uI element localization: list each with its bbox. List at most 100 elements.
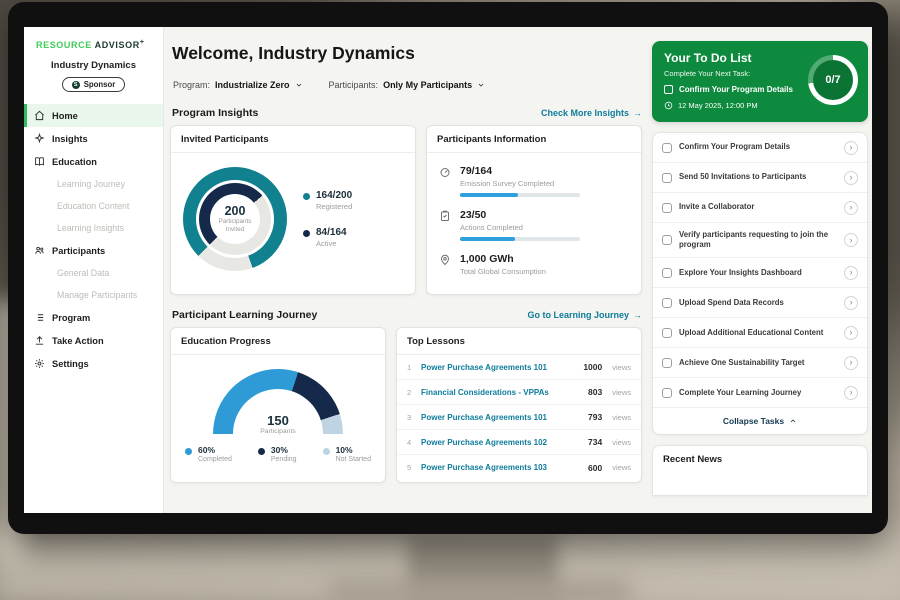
task-row[interactable]: Send 50 Invitations to Participants › (653, 163, 867, 193)
book-icon (34, 156, 45, 167)
lesson-row: 5 Power Purchase Agreements 103 600 view… (407, 462, 631, 473)
task-expand-button[interactable]: › (844, 325, 858, 340)
lesson-link[interactable]: Power Purchase Agreements 101 (421, 412, 547, 422)
filter-bar: Program: Industrialize Zero Participants… (173, 80, 485, 90)
lesson-link[interactable]: Power Purchase Agreements 102 (421, 437, 547, 447)
task-expand-button[interactable]: › (844, 233, 858, 248)
program-insights-header: Program Insights Check More Insights → (172, 107, 642, 119)
task-checkbox[interactable] (662, 172, 672, 183)
legend-dot (322, 448, 330, 455)
sidebar-item-manage-participants[interactable]: Manage Participants (57, 290, 138, 300)
task-row[interactable]: Upload Spend Data Records › (653, 288, 867, 319)
sidebar-item-program[interactable]: Program (24, 306, 163, 329)
legend-completed: 60% Completed (185, 445, 232, 463)
sparkle-icon (34, 133, 45, 144)
task-row[interactable]: Explore Your Insights Dashboard › (653, 258, 867, 289)
progress-fill (460, 237, 516, 241)
lesson-link[interactable]: Power Purchase Agreements 103 (421, 463, 547, 472)
monitor-bezel: RESOURCE ADVISOR+ Industry Dynamics S Sp… (8, 2, 888, 534)
sidebar-item-take-action[interactable]: Take Action (24, 329, 163, 352)
task-checkbox[interactable] (662, 267, 672, 278)
legend-dot (303, 193, 310, 200)
task-row[interactable]: Complete Your Learning Journey › (653, 378, 867, 409)
sponsor-icon: S (71, 80, 80, 89)
progress-bar (460, 193, 580, 197)
sidebar-item-insights[interactable]: Insights (24, 127, 163, 150)
education-progress-card: Education Progress 150 Participants 60% (170, 327, 386, 483)
sidebar-item-participants[interactable]: Participants (24, 239, 163, 262)
task-expand-button[interactable]: › (844, 355, 858, 370)
sidebar-item-learning-journey[interactable]: Learning Journey (57, 179, 125, 189)
legend-not-started: 10% Not Started (322, 445, 371, 463)
task-checkbox[interactable] (662, 357, 672, 368)
sidebar-item-general-data[interactable]: General Data (57, 268, 110, 278)
task-expand-button[interactable]: › (844, 200, 858, 215)
participants-label: Participants: (328, 80, 379, 90)
task-row[interactable]: Upload Additional Educational Content › (653, 318, 867, 349)
organization-name: Industry Dynamics (51, 60, 136, 71)
progress-bar (460, 237, 580, 241)
gear-icon (34, 358, 45, 369)
task-expand-button[interactable]: › (844, 140, 858, 155)
lesson-link[interactable]: Financial Considerations - VPPAs (421, 387, 549, 397)
task-row[interactable]: Confirm Your Program Details › (653, 133, 867, 163)
donut-legend: 164/200 Registered 84/164 Active (303, 190, 352, 248)
check-more-insights-link[interactable]: Check More Insights → (540, 108, 642, 118)
todo-column: Your To Do List Complete Your Next Task:… (652, 41, 868, 497)
home-icon (34, 110, 45, 121)
recent-news-card[interactable]: Recent News (652, 445, 868, 497)
task-checkbox[interactable] (662, 327, 672, 338)
lesson-link[interactable]: Power Purchase Agreements 101 (421, 362, 547, 372)
top-lessons-card: Top Lessons 1 Power Purchase Agreements … (396, 327, 642, 483)
sponsor-badge[interactable]: S Sponsor (61, 77, 126, 92)
arrow-right-icon: → (633, 108, 642, 118)
sidebar-item-learning-insights[interactable]: Learning Insights (57, 223, 124, 233)
task-expand-button[interactable]: › (844, 385, 858, 400)
donut-center-label: Participants Invited (218, 218, 252, 233)
participants-dropdown[interactable]: Participants: Only My Participants (329, 80, 486, 90)
people-icon (34, 245, 45, 256)
section-title: Participant Learning Journey (172, 309, 318, 321)
section-title: Program Insights (172, 107, 259, 119)
emission-survey-row: 79/164 Emission Survey Completed (439, 165, 629, 197)
sidebar-item-home[interactable]: Home (24, 104, 163, 127)
todo-next-task[interactable]: Confirm Your Program Details (664, 85, 804, 94)
upload-icon (34, 335, 45, 346)
sidebar-item-education-content[interactable]: Education Content (57, 201, 130, 211)
sidebar-item-education[interactable]: Education (24, 150, 163, 173)
clipboard-icon (439, 210, 451, 241)
gauge-center-value: 150 (267, 413, 289, 428)
sidebar: RESOURCE ADVISOR+ Industry Dynamics S Sp… (24, 27, 164, 513)
gauge-center-label: Participants (260, 428, 296, 435)
task-expand-button[interactable]: › (844, 295, 858, 310)
task-checkbox[interactable] (662, 202, 672, 213)
task-expand-button[interactable]: › (844, 170, 858, 185)
chevron-down-icon (478, 83, 484, 87)
task-checkbox[interactable] (664, 85, 673, 94)
collapse-tasks-button[interactable]: Collapse Tasks (653, 408, 867, 434)
task-checkbox[interactable] (662, 297, 672, 308)
task-checkbox[interactable] (662, 235, 672, 246)
dashboard-screen: RESOURCE ADVISOR+ Industry Dynamics S Sp… (24, 27, 872, 513)
clock-icon (664, 101, 673, 110)
recent-news-title: Recent News (663, 454, 723, 466)
legend-dot (303, 230, 310, 237)
task-expand-button[interactable]: › (844, 265, 858, 280)
sidebar-item-settings[interactable]: Settings (24, 352, 163, 375)
task-row[interactable]: Verify participants requesting to join t… (653, 223, 867, 259)
monitor-stand-base (330, 580, 630, 600)
task-checkbox[interactable] (662, 142, 672, 153)
chevron-down-icon (296, 83, 301, 87)
todo-datetime: 12 May 2025, 12:00 PM (664, 101, 804, 110)
progress-fill (460, 193, 518, 197)
task-row[interactable]: Achieve One Sustainability Target › (653, 348, 867, 379)
card-title: Invited Participants (171, 126, 415, 153)
task-checkbox[interactable] (662, 387, 672, 398)
task-row[interactable]: Invite a Collaborator › (653, 193, 867, 223)
page-title: Welcome, Industry Dynamics (172, 43, 415, 63)
todo-title: Your To Do List (664, 51, 752, 65)
logo-resource: RESOURCE (36, 40, 92, 50)
go-to-learning-journey-link[interactable]: Go to Learning Journey → (527, 310, 642, 320)
card-title: Top Lessons (397, 328, 641, 355)
program-dropdown[interactable]: Program: Industrialize Zero (173, 80, 303, 90)
